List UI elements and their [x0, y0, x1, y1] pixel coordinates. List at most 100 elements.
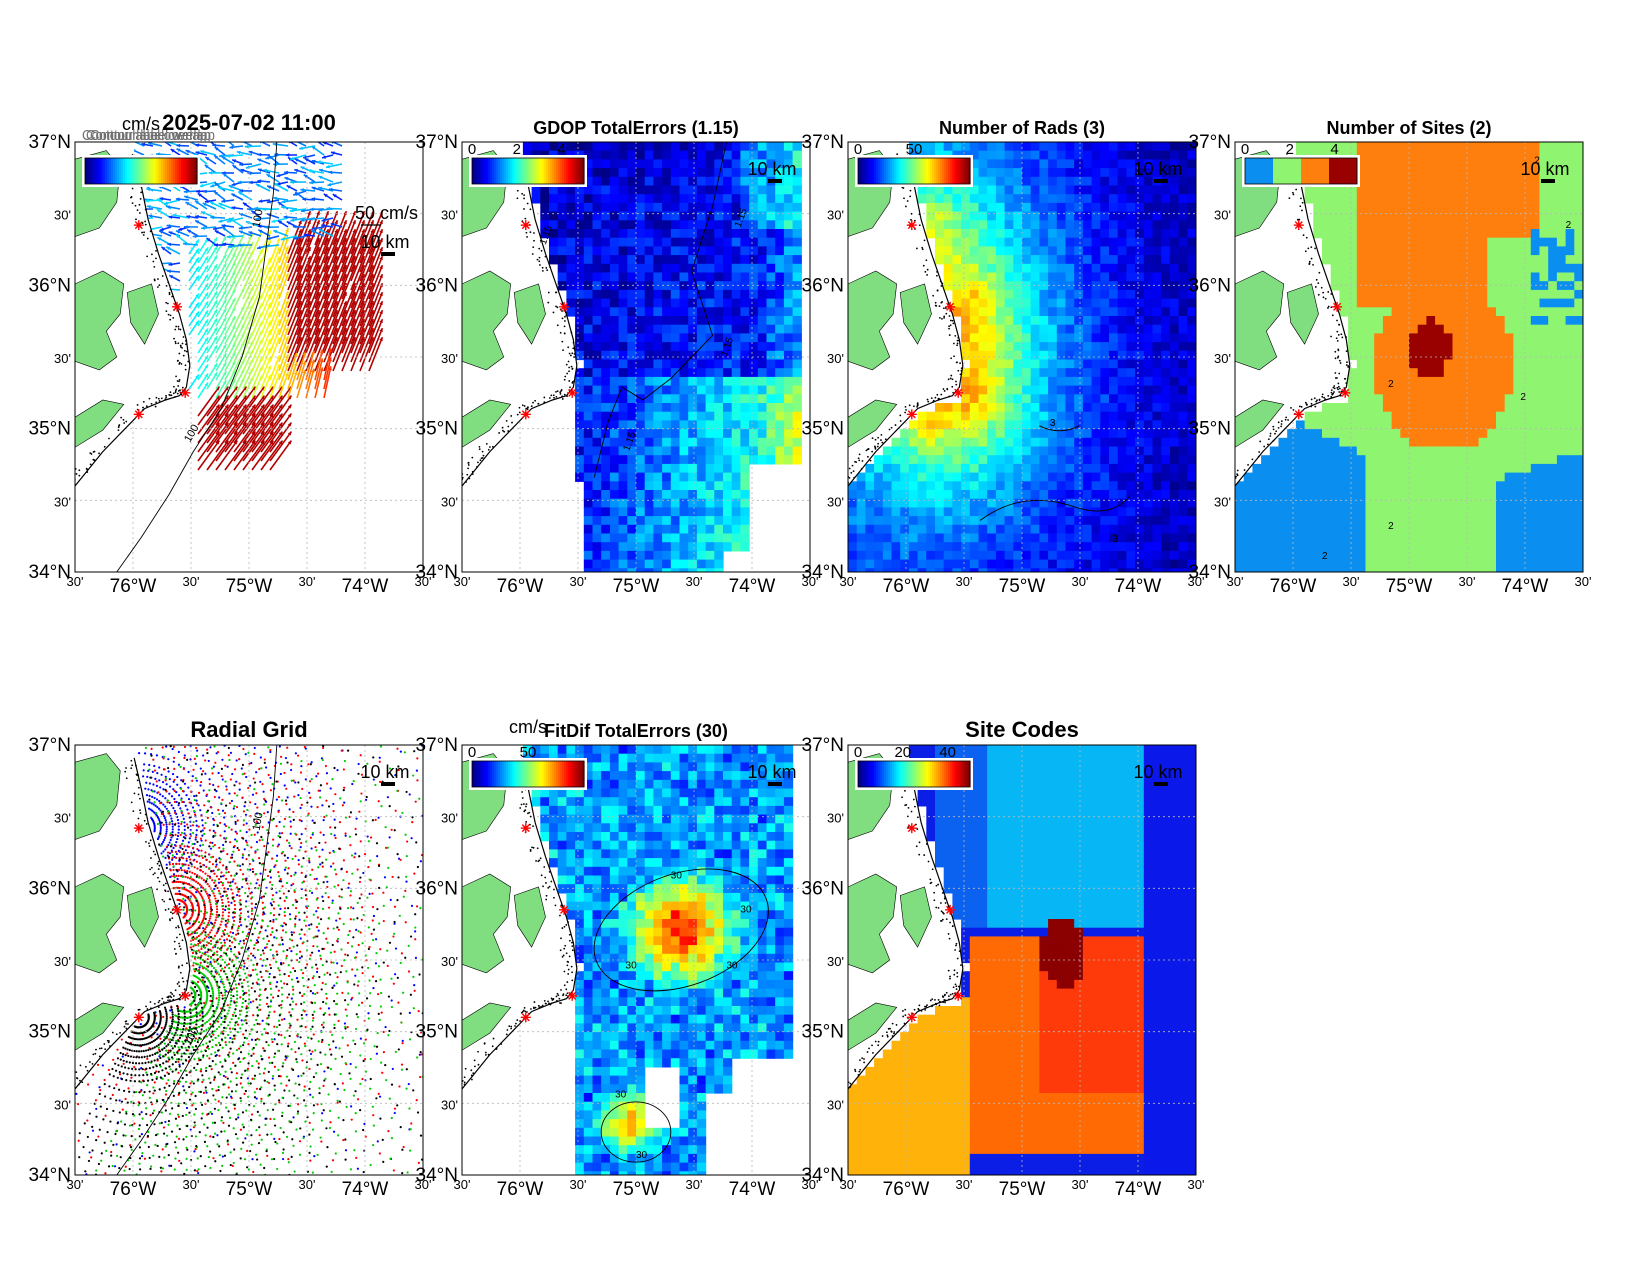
grid-cell	[1013, 376, 1023, 387]
colorbar-swatch	[165, 158, 168, 184]
coast-dot	[896, 153, 899, 156]
grid-cell	[1056, 289, 1067, 300]
grid-cell	[1117, 385, 1127, 395]
grid-cell	[714, 316, 724, 326]
grid-cell	[961, 289, 971, 300]
grid-cell	[714, 176, 724, 187]
grid-cell	[987, 446, 997, 456]
colorbar-swatch	[488, 158, 491, 184]
grid-cell	[978, 150, 988, 160]
grid-cell	[627, 542, 637, 552]
grid-cell	[1117, 289, 1127, 300]
current-vector	[341, 219, 357, 255]
grid-cell	[688, 289, 698, 300]
grid-cell	[978, 394, 988, 404]
coast-dot	[169, 288, 172, 291]
grid-cell	[1048, 168, 1058, 178]
current-vector	[323, 336, 339, 372]
colorbar-swatch	[884, 158, 887, 184]
grid-cell	[1109, 455, 1119, 465]
coast-dot	[852, 470, 855, 472]
coast-dot	[563, 320, 566, 322]
grid-cell	[978, 272, 988, 282]
current-vector	[197, 404, 221, 435]
grid-cell	[1022, 524, 1032, 535]
grid-cell	[688, 568, 698, 572]
coast-dot	[175, 325, 178, 328]
grid-cell	[961, 429, 971, 439]
grid-cell	[688, 333, 698, 343]
grid-cell	[969, 272, 980, 282]
current-vector	[242, 376, 254, 399]
grid-cell	[1039, 368, 1049, 378]
grid-cell	[961, 524, 971, 535]
vector-head	[144, 198, 149, 203]
grid-cell	[583, 142, 594, 152]
grid-cell	[757, 394, 768, 404]
grid-cell	[891, 550, 901, 561]
grid-cell	[1004, 229, 1014, 239]
vector-head	[226, 154, 231, 158]
grid-cell	[696, 455, 707, 465]
vector-head	[316, 328, 320, 333]
grid-cell	[1117, 437, 1127, 448]
colorbar-swatch	[151, 158, 154, 184]
grid-cell	[757, 420, 768, 430]
grid-cell	[1065, 524, 1075, 535]
grid-cell	[882, 472, 893, 482]
vector-head	[290, 156, 295, 161]
grid-cell	[908, 446, 919, 456]
coastline	[75, 154, 191, 487]
grid-cell	[1082, 559, 1093, 569]
current-vector	[233, 305, 245, 327]
grid-cell	[1161, 324, 1171, 334]
grid-cell	[1187, 368, 1196, 378]
grid-cell	[987, 411, 997, 421]
grid-cell	[662, 542, 672, 552]
grid-cell	[731, 394, 741, 404]
grid-cell	[1169, 385, 1180, 395]
colorbar-swatch	[876, 158, 879, 184]
vector-head	[307, 283, 311, 288]
grid-cell	[1161, 394, 1171, 404]
grid-cell	[1152, 194, 1162, 204]
grid-cell	[1091, 281, 1101, 291]
grid-cell	[1056, 455, 1067, 465]
grid-cell	[1109, 507, 1119, 517]
vector-head	[334, 310, 338, 315]
grid-cell	[731, 533, 741, 543]
vector-head	[266, 199, 271, 204]
grid-cell	[1126, 185, 1136, 195]
grid-cell	[978, 455, 988, 465]
grid-cell	[670, 255, 681, 265]
vector-head	[307, 265, 311, 270]
grid-cell	[917, 142, 927, 152]
vector-head	[370, 220, 374, 225]
grid-cell	[723, 194, 733, 204]
coast-dot	[941, 282, 944, 285]
grid-cell	[618, 446, 628, 456]
grid-cell	[1161, 507, 1171, 517]
grid-cell	[662, 437, 672, 448]
coast-dot	[848, 477, 851, 479]
coast-dot	[479, 459, 482, 462]
vector-head	[221, 199, 226, 203]
grid-cell	[1187, 481, 1196, 491]
grid-cell	[1169, 446, 1180, 456]
grid-cell	[618, 142, 628, 152]
grid-cell	[601, 168, 611, 178]
grid-cell	[1013, 316, 1023, 326]
current-vector	[278, 236, 289, 264]
grid-cell	[1091, 359, 1101, 369]
current-vector	[260, 266, 272, 291]
vector-head	[292, 224, 297, 229]
grid-cell	[917, 185, 927, 195]
grid-cell	[618, 385, 628, 395]
colorbar-swatch	[940, 158, 943, 184]
colorbar-swatch	[896, 158, 899, 184]
coast-dot	[143, 231, 146, 234]
grid-cell	[1109, 472, 1119, 482]
grid-cell	[653, 185, 663, 195]
current-vector	[269, 301, 281, 327]
grid-cell	[1082, 142, 1093, 152]
